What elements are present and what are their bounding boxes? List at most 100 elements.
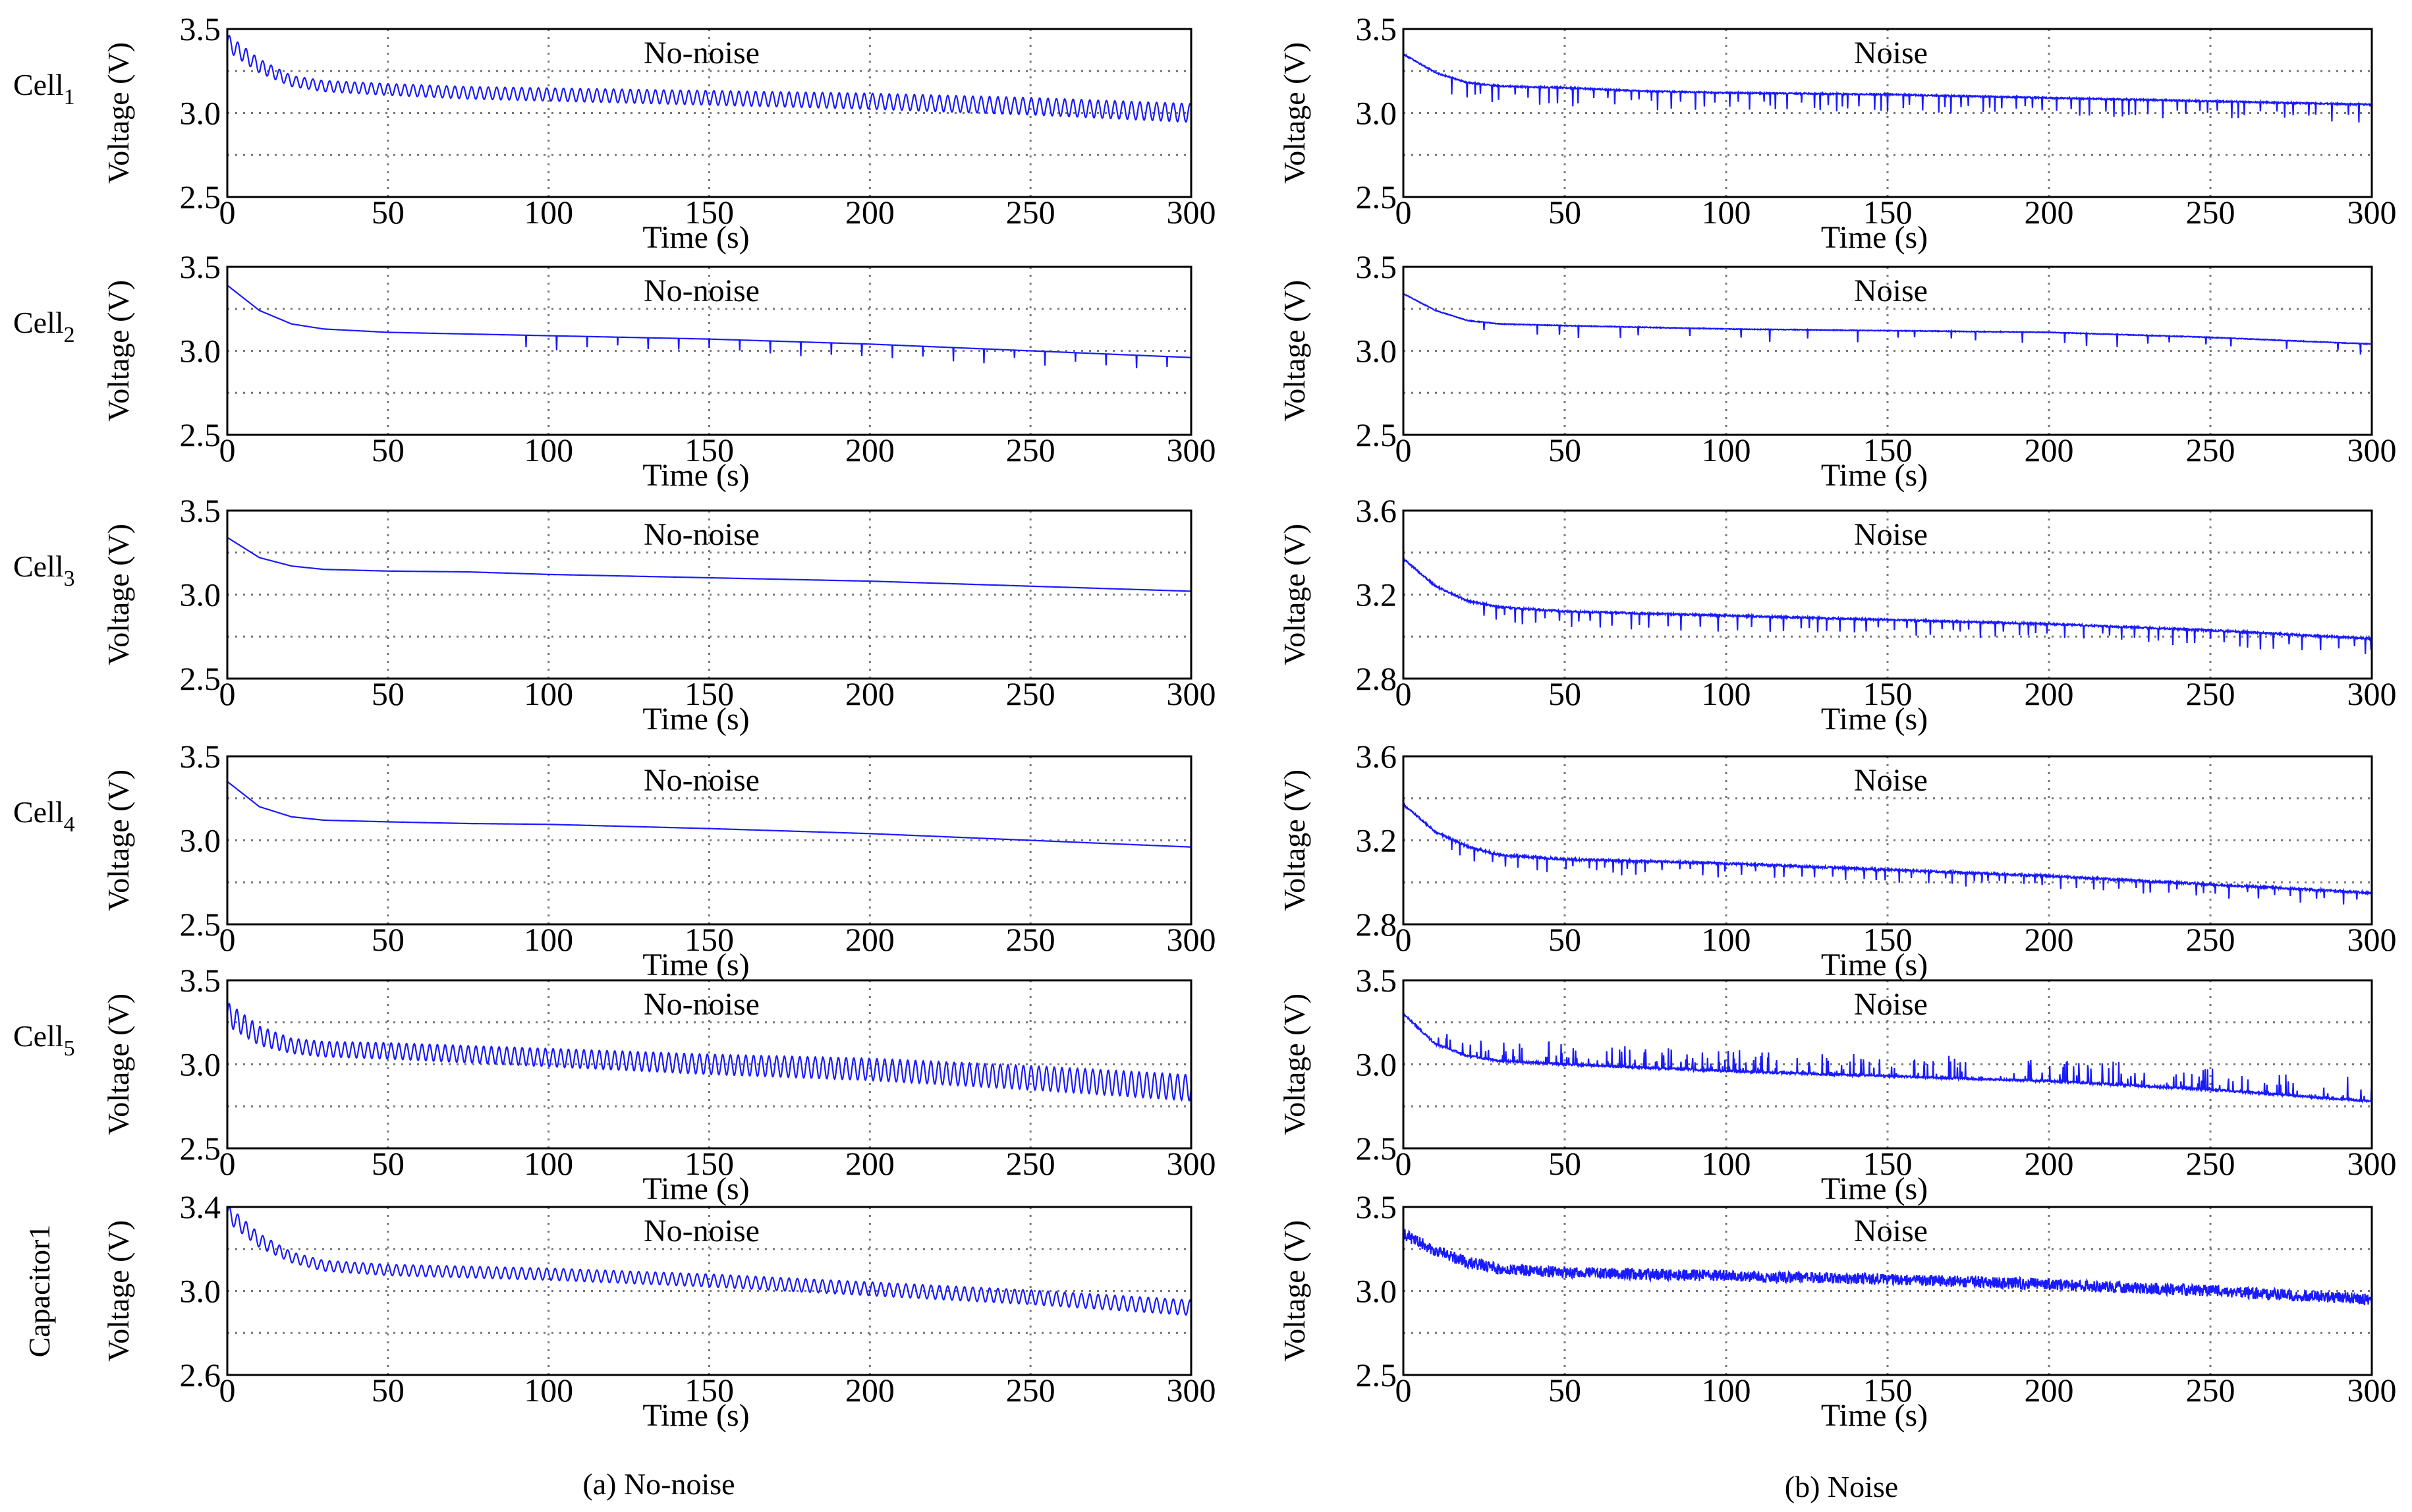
row-label-a5: Cell5 [13,1019,75,1061]
xtick-label-b5-150: 150 [1863,1145,1913,1182]
ytick-label-b6-0: 2.5 [1356,1357,1397,1393]
plot-frame-a3 [226,509,1192,680]
series-line-b3 [1402,557,2372,654]
plot-frame-b6 [1402,1206,2373,1376]
xtick-label-b1-50: 50 [1548,194,1581,231]
panel-a1: 0 50 100 150 200 250 300 2.5 3.0 3.5 Time (s) Volta… [13,11,1216,255]
panel-a2: 0 50 100 150 200 250 300 2.5 3.0 3.5 Time (s) Volta… [13,248,1216,493]
xtick-label-b6-250: 250 [2186,1372,2235,1409]
ytick-label-a5-1: 3.0 [180,1046,221,1083]
panel-title-b2: Noise [1854,273,1928,308]
ylabel-a3: Voltage (V) [101,524,135,665]
xtick-label-a5-150: 150 [685,1145,734,1182]
ytick-label-a5-2: 3.5 [180,962,221,999]
xtick-label-b1-100: 100 [1702,194,1751,231]
plot-frame-b1 [1402,28,2373,198]
ytick-label-b5-2: 3.5 [1356,962,1397,999]
xtick-label-a6-50: 50 [372,1372,405,1409]
panel-b2: 0 50 100 150 200 250 300 2.5 3.0 3.5 Time (s) Volta… [1277,248,2397,493]
plot-frame-a6 [226,1206,1192,1376]
plot-frame-b2 [1402,266,2373,436]
xtick-label-b3-50: 50 [1548,675,1581,712]
panel-title-a3: No-noise [644,517,760,552]
xtick-label-a3-50: 50 [372,675,405,712]
xtick-label-b3-100: 100 [1702,675,1751,712]
xtick-label-a2-100: 100 [524,432,573,468]
xlabel-b2: Time (s) [1821,458,1928,493]
xtick-label-b6-0: 0 [1395,1372,1412,1409]
ytick-label-b6-1: 3.0 [1356,1273,1397,1310]
ytick-label-b4-0: 2.8 [1356,906,1397,943]
xtick-label-a4-250: 250 [1006,921,1055,958]
xtick-label-a6-200: 200 [845,1372,895,1409]
xtick-label-a4-150: 150 [685,921,734,958]
ytick-label-a3-0: 2.5 [180,660,221,697]
series-line-a3 [227,536,1191,592]
ytick-label-b6-2: 3.5 [1356,1189,1397,1225]
caption-right: (b) Noise [1785,1470,1898,1503]
xtick-label-a5-50: 50 [372,1145,405,1182]
ytick-label-a4-1: 3.0 [180,822,221,859]
xtick-label-b6-200: 200 [2025,1372,2074,1409]
plot-frame-b3 [1402,509,2373,680]
panel-title-a2: No-noise [644,273,760,308]
ytick-label-a1-0: 2.5 [180,179,221,215]
xtick-label-b2-50: 50 [1548,432,1581,468]
series-line-b2 [1403,293,2372,355]
xtick-label-b1-300: 300 [2347,194,2397,231]
ytick-label-b5-0: 2.5 [1356,1130,1397,1167]
ytick-label-a3-1: 3.0 [180,576,221,613]
xtick-label-b4-50: 50 [1548,921,1581,958]
xtick-label-b2-200: 200 [2025,432,2074,468]
series-line-b4 [1402,802,2372,905]
xtick-label-b2-0: 0 [1395,432,1412,468]
xtick-label-a2-150: 150 [685,432,734,468]
xtick-label-a2-0: 0 [219,432,236,468]
ylabel-a2: Voltage (V) [101,280,135,422]
ytick-label-b1-1: 3.0 [1356,95,1397,132]
xtick-label-a3-200: 200 [845,675,895,712]
xtick-label-b1-250: 250 [2186,194,2235,231]
plot-frame-a2 [226,266,1192,436]
xtick-label-b6-50: 50 [1548,1372,1581,1409]
xtick-label-a3-300: 300 [1167,675,1216,712]
plot-frame-a4 [226,755,1192,926]
series-line-a4 [227,781,1191,848]
panel-title-b6: Noise [1854,1214,1928,1248]
xtick-label-a6-100: 100 [524,1372,573,1409]
series-line-b6 [1402,1229,2372,1306]
xlabel-a5: Time (s) [642,1171,749,1206]
series-line-a5 [226,1003,1192,1102]
xtick-label-a5-100: 100 [524,1145,573,1182]
row-label-a3: Cell3 [13,549,75,591]
ytick-label-a2-2: 3.5 [180,248,221,285]
xtick-label-b6-150: 150 [1863,1372,1913,1409]
xlabel-b1: Time (s) [1821,220,1928,255]
xtick-label-b5-100: 100 [1702,1145,1751,1182]
xtick-label-b3-300: 300 [2347,675,2397,712]
ytick-label-a5-0: 2.5 [180,1130,221,1167]
xtick-label-a4-0: 0 [219,921,236,958]
xtick-label-b3-250: 250 [2186,675,2235,712]
panel-title-a5: No-noise [644,987,760,1022]
xtick-label-b2-300: 300 [2347,432,2397,468]
ytick-label-a4-2: 3.5 [180,738,221,775]
xtick-label-b5-0: 0 [1395,1145,1412,1182]
xtick-label-b6-300: 300 [2347,1372,2397,1409]
xtick-label-a5-250: 250 [1006,1145,1055,1182]
row-label-a6: Capacitor1 [22,1225,56,1358]
ytick-label-b3-0: 2.8 [1356,660,1397,697]
xtick-label-b4-250: 250 [2186,921,2235,958]
xtick-label-b5-300: 300 [2347,1145,2397,1182]
xtick-label-b2-250: 250 [2186,432,2235,468]
xtick-label-b3-150: 150 [1863,675,1913,712]
ytick-label-a1-2: 3.5 [180,11,221,47]
ylabel-a5: Voltage (V) [101,994,135,1135]
ylabel-b4: Voltage (V) [1277,770,1311,911]
panel-title-b3: Noise [1854,517,1928,552]
xtick-label-b4-100: 100 [1702,921,1751,958]
xlabel-b4: Time (s) [1821,947,1928,982]
panel-a6: 0 50 100 150 200 250 300 2.6 3.0 3.4 Time (s) Volta… [22,1189,1216,1433]
panel-a4: 0 50 100 150 200 250 300 2.5 3.0 3.5 Time (s) Volta… [13,738,1216,982]
